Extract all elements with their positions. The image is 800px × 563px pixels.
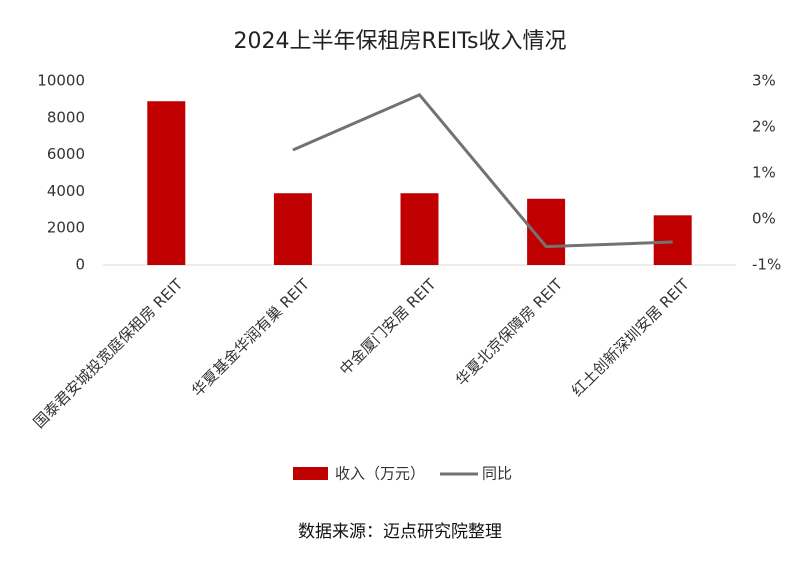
y-tick-label: 0: [75, 256, 85, 274]
y-tick-label: 6000: [47, 145, 85, 163]
y2-tick-label: 1%: [752, 164, 776, 182]
y-tick-label: 10000: [37, 72, 85, 90]
y-tick-label: 8000: [47, 108, 85, 126]
bar: [653, 215, 692, 265]
legend-swatch: [293, 467, 328, 480]
chart-title: 2024上半年保租房REITs收入情况: [234, 29, 567, 54]
bar: [273, 193, 312, 265]
legend-label: 同比: [482, 465, 512, 483]
x-tick-label: 华夏北京保障房 REIT: [452, 275, 567, 390]
x-tick-label: 红土创新深圳安居 REIT: [568, 275, 693, 400]
x-tick-label: 中金厦门安居 REIT: [336, 275, 440, 379]
y-tick-label: 4000: [47, 182, 85, 200]
x-tick-label: 华夏基金华润有巢 REIT: [188, 275, 313, 400]
bar: [400, 193, 439, 265]
y2-tick-label: -1%: [752, 256, 781, 274]
y2-tick-label: 3%: [752, 72, 776, 90]
line: [292, 92, 673, 249]
y2-tick-label: 0%: [752, 210, 776, 228]
bar: [147, 101, 186, 266]
legend-label: 收入（万元）: [335, 465, 425, 483]
source-note: 数据来源：迈点研究院整理: [298, 522, 502, 542]
y2-tick-label: 2%: [752, 118, 776, 136]
x-tick-label: 国泰君安城投宽庭保租房 REIT: [30, 275, 187, 432]
y-tick-label: 2000: [47, 219, 85, 237]
